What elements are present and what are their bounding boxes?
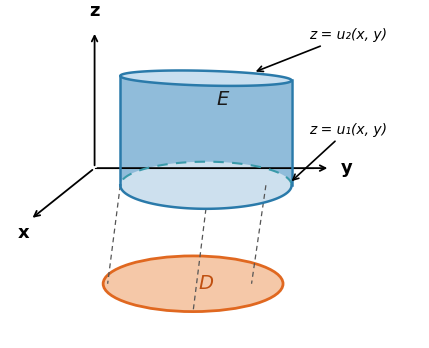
- Ellipse shape: [103, 256, 283, 311]
- Text: y: y: [341, 159, 353, 177]
- Text: z = u₁(x, y): z = u₁(x, y): [293, 122, 387, 180]
- Text: D: D: [199, 274, 214, 293]
- Text: z: z: [89, 2, 100, 21]
- Text: E: E: [217, 90, 229, 109]
- Text: x: x: [18, 224, 30, 242]
- Polygon shape: [120, 71, 292, 86]
- Text: z = u₂(x, y): z = u₂(x, y): [257, 28, 387, 71]
- Polygon shape: [120, 71, 292, 185]
- Polygon shape: [120, 76, 292, 209]
